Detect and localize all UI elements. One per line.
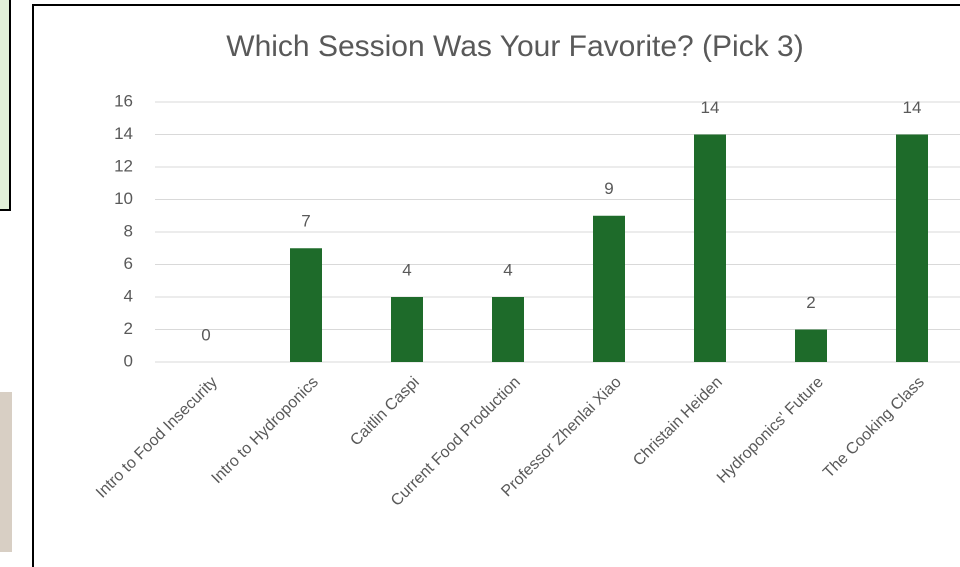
data-label: 4 xyxy=(402,260,411,279)
data-label: 14 xyxy=(701,98,720,117)
side-box xyxy=(0,0,11,211)
data-label: 14 xyxy=(903,98,922,117)
data-label: 7 xyxy=(301,212,310,231)
y-tick-label: 4 xyxy=(124,286,133,305)
y-tick-label: 2 xyxy=(124,319,133,338)
bar xyxy=(290,248,322,362)
bar xyxy=(391,297,423,362)
y-tick-label: 0 xyxy=(124,351,133,370)
chart-frame xyxy=(32,4,960,567)
data-label: 2 xyxy=(806,293,815,312)
side-image xyxy=(0,392,12,552)
bar xyxy=(795,329,827,362)
y-tick-label: 12 xyxy=(114,156,133,175)
bar xyxy=(492,297,524,362)
y-tick-label: 16 xyxy=(114,91,133,110)
chart-title: Which Session Was Your Favorite? (Pick 3… xyxy=(226,30,803,63)
y-tick-label: 8 xyxy=(124,221,133,240)
data-label: 9 xyxy=(604,179,613,198)
y-tick-label: 14 xyxy=(114,124,133,143)
bar xyxy=(593,215,625,362)
data-label: 0 xyxy=(201,325,210,344)
data-label: 4 xyxy=(503,260,512,279)
bar xyxy=(896,134,928,362)
y-tick-label: 10 xyxy=(114,189,133,208)
y-tick-label: 6 xyxy=(124,254,133,273)
bar xyxy=(694,134,726,362)
